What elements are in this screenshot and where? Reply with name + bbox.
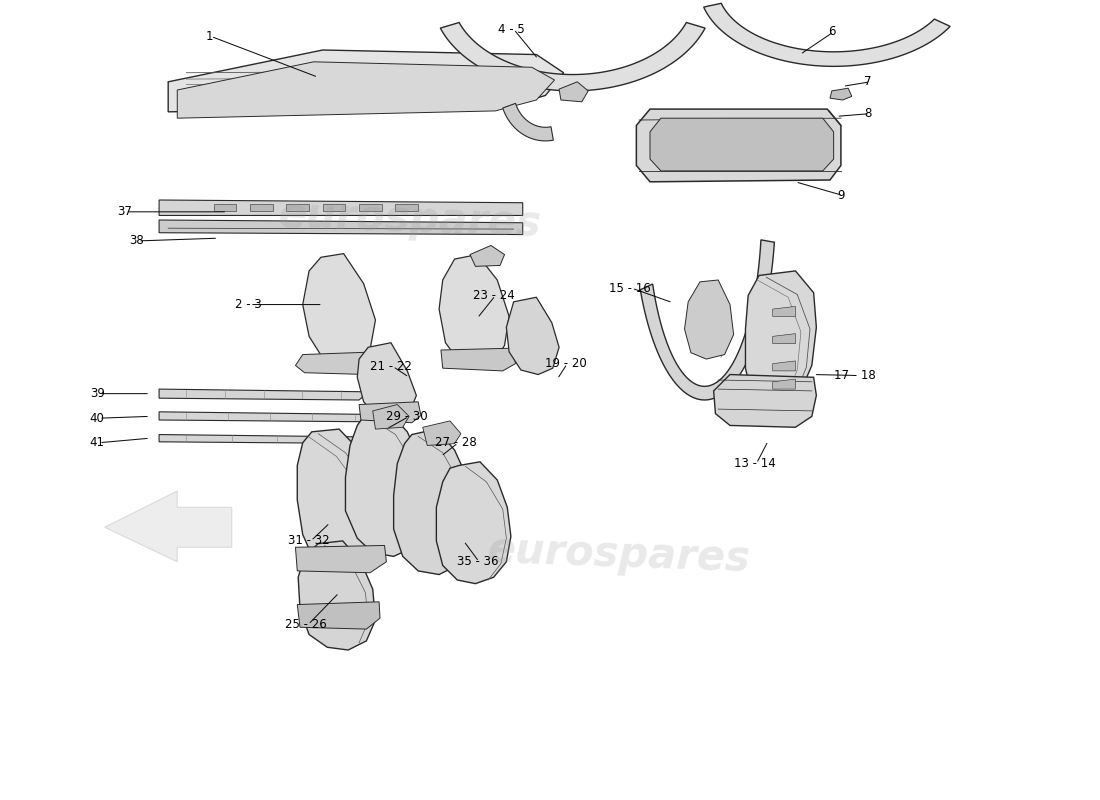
Polygon shape bbox=[297, 429, 379, 574]
Polygon shape bbox=[772, 361, 795, 371]
Polygon shape bbox=[160, 434, 396, 444]
Polygon shape bbox=[506, 298, 559, 374]
Polygon shape bbox=[286, 204, 309, 211]
Text: 21 - 22: 21 - 22 bbox=[370, 360, 411, 373]
Text: 6: 6 bbox=[828, 26, 836, 38]
Polygon shape bbox=[160, 389, 368, 400]
Text: 2 - 3: 2 - 3 bbox=[234, 298, 262, 311]
Polygon shape bbox=[160, 412, 382, 422]
Polygon shape bbox=[640, 240, 774, 400]
Text: eurospares: eurospares bbox=[486, 529, 751, 580]
Polygon shape bbox=[637, 109, 840, 182]
Polygon shape bbox=[296, 352, 382, 374]
Polygon shape bbox=[359, 402, 421, 422]
Polygon shape bbox=[302, 254, 375, 368]
Text: 29 - 30: 29 - 30 bbox=[386, 410, 428, 423]
Polygon shape bbox=[160, 220, 522, 234]
Text: 40: 40 bbox=[90, 412, 104, 425]
Polygon shape bbox=[104, 491, 232, 562]
Text: 4 - 5: 4 - 5 bbox=[498, 22, 525, 35]
Text: 8: 8 bbox=[865, 107, 872, 120]
Polygon shape bbox=[296, 546, 386, 573]
Text: 23 - 24: 23 - 24 bbox=[473, 289, 515, 302]
Polygon shape bbox=[177, 62, 554, 118]
Polygon shape bbox=[746, 271, 816, 407]
Text: 41: 41 bbox=[90, 436, 104, 450]
Polygon shape bbox=[345, 411, 427, 556]
Polygon shape bbox=[830, 88, 851, 100]
Polygon shape bbox=[168, 50, 563, 112]
Text: 37: 37 bbox=[117, 206, 132, 218]
Text: 35 - 36: 35 - 36 bbox=[456, 555, 498, 568]
Polygon shape bbox=[297, 602, 379, 629]
Polygon shape bbox=[213, 204, 236, 211]
Polygon shape bbox=[704, 3, 950, 66]
Polygon shape bbox=[439, 254, 509, 368]
Polygon shape bbox=[559, 82, 588, 102]
Polygon shape bbox=[373, 405, 409, 429]
Text: 25 - 26: 25 - 26 bbox=[286, 618, 327, 631]
Polygon shape bbox=[470, 246, 505, 266]
Polygon shape bbox=[772, 334, 795, 344]
Text: 27 - 28: 27 - 28 bbox=[436, 436, 477, 450]
Polygon shape bbox=[441, 348, 516, 371]
Polygon shape bbox=[772, 379, 795, 389]
Text: 19 - 20: 19 - 20 bbox=[544, 357, 586, 370]
Text: eurospares: eurospares bbox=[277, 194, 541, 246]
Polygon shape bbox=[422, 421, 461, 446]
Text: 9: 9 bbox=[837, 189, 845, 202]
Text: 13 - 14: 13 - 14 bbox=[734, 457, 776, 470]
Polygon shape bbox=[437, 462, 510, 584]
Polygon shape bbox=[714, 374, 816, 427]
Text: 15 - 16: 15 - 16 bbox=[609, 282, 651, 294]
Text: 17 - 18: 17 - 18 bbox=[834, 369, 876, 382]
Polygon shape bbox=[440, 22, 705, 91]
Polygon shape bbox=[684, 280, 734, 359]
Polygon shape bbox=[160, 200, 522, 215]
Text: 1: 1 bbox=[206, 30, 212, 43]
Text: 38: 38 bbox=[129, 234, 144, 247]
Polygon shape bbox=[358, 342, 417, 420]
Polygon shape bbox=[396, 204, 418, 211]
Polygon shape bbox=[250, 204, 273, 211]
Text: 31 - 32: 31 - 32 bbox=[288, 534, 330, 547]
Polygon shape bbox=[503, 103, 553, 141]
Polygon shape bbox=[394, 429, 473, 574]
Polygon shape bbox=[650, 118, 834, 171]
Polygon shape bbox=[298, 541, 375, 650]
Polygon shape bbox=[322, 204, 345, 211]
Text: 7: 7 bbox=[865, 75, 872, 88]
Polygon shape bbox=[772, 306, 795, 316]
Text: 39: 39 bbox=[90, 387, 104, 400]
Polygon shape bbox=[359, 204, 382, 211]
